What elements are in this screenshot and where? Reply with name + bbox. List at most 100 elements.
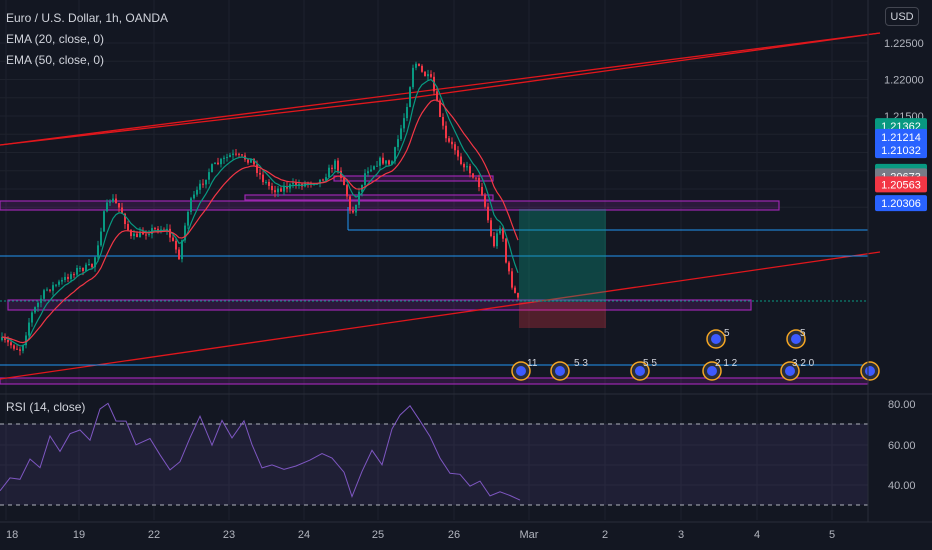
- candle-body: [382, 157, 384, 164]
- flag-icon: [516, 366, 526, 376]
- zone-rect-3[interactable]: [333, 175, 494, 182]
- price-tag-label: 1.21032: [881, 145, 921, 157]
- candle-body: [337, 160, 339, 171]
- candle-body: [355, 204, 357, 213]
- zone-rect-4[interactable]: [244, 194, 494, 201]
- candle-body: [76, 268, 78, 275]
- candle-body: [79, 267, 81, 269]
- time-tick-label: Mar: [520, 529, 539, 541]
- flag-icon: [865, 366, 875, 376]
- candle-body: [217, 162, 219, 165]
- candle-body: [427, 74, 429, 77]
- drawing-zones[interactable]: [0, 175, 869, 385]
- candle-body: [25, 335, 27, 346]
- price-tag-label: 1.21214: [881, 132, 921, 144]
- rsi-band: [0, 424, 868, 505]
- candle-body: [100, 231, 102, 246]
- candle-body: [451, 141, 453, 145]
- ema20-line: [1, 78, 519, 347]
- flag-icon: [635, 366, 645, 376]
- candle-body: [373, 166, 375, 170]
- candle-body: [274, 190, 276, 193]
- candle-body: [250, 158, 252, 163]
- candle-body: [46, 289, 48, 291]
- candle-body: [433, 76, 435, 92]
- candle-body: [142, 231, 144, 235]
- candle-body: [394, 147, 396, 162]
- candle-body: [505, 238, 507, 263]
- candle-body: [385, 160, 387, 164]
- candle-body: [118, 203, 120, 208]
- candle-body: [172, 237, 174, 241]
- candle-body: [43, 290, 45, 299]
- candle-body: [190, 198, 192, 212]
- candle-body: [400, 128, 402, 140]
- candle-body: [184, 225, 186, 241]
- price-tick-label: 1.22500: [884, 38, 924, 50]
- time-tick-label: 18: [6, 529, 18, 541]
- candle-body: [412, 67, 414, 88]
- candle-body: [454, 144, 456, 151]
- candle-body: [121, 207, 123, 214]
- candle-body: [220, 158, 222, 165]
- candle-body: [130, 230, 132, 237]
- zone-rect-2[interactable]: [0, 377, 869, 385]
- ema50-legend[interactable]: EMA (50, close, 0): [6, 53, 105, 67]
- rsi-legend[interactable]: RSI (14, close): [6, 400, 86, 414]
- candle-body: [277, 188, 279, 193]
- rsi-pane: 80.00 60.00 40.00: [0, 393, 932, 506]
- time-tick-label: 5: [829, 529, 835, 541]
- candle-body: [106, 202, 108, 212]
- time-tick-label: 26: [448, 529, 460, 541]
- candle-body: [214, 162, 216, 165]
- candle-body: [415, 63, 417, 68]
- candle-body: [181, 240, 183, 260]
- candle-body: [52, 285, 54, 291]
- zone-rect-0[interactable]: [0, 200, 780, 211]
- candle-body: [376, 165, 378, 167]
- candle-body: [430, 74, 432, 77]
- candle-body: [460, 156, 462, 165]
- event-icons[interactable]: 11 5 3 5 5 2 1 2 5 3 2 0 5: [511, 328, 880, 381]
- candle-body: [109, 201, 111, 203]
- flag-icon: [785, 366, 795, 376]
- candle-body: [514, 287, 516, 293]
- candle-body: [154, 228, 156, 230]
- candle-body: [187, 211, 189, 226]
- candle-body: [409, 87, 411, 107]
- event-count-label: 3 2 0: [792, 358, 815, 369]
- zone-rect-1[interactable]: [7, 299, 752, 311]
- candle-body: [358, 191, 360, 205]
- candle-body: [265, 181, 267, 183]
- currency-button[interactable]: USD: [885, 7, 919, 26]
- candle-body: [223, 157, 225, 159]
- candle-body: [232, 153, 234, 155]
- candle-body: [211, 164, 213, 173]
- long-position-tool[interactable]: [519, 209, 606, 328]
- candle-body: [325, 177, 327, 181]
- candle-body: [124, 213, 126, 225]
- lower-trendline[interactable]: [0, 251, 881, 380]
- price-tag-badge: [875, 195, 927, 212]
- take-profit-zone[interactable]: [519, 209, 606, 302]
- ema20-legend[interactable]: EMA (20, close, 0): [6, 32, 105, 46]
- price-tag-badge: [875, 128, 927, 145]
- candle-body: [466, 166, 468, 168]
- candle-body: [175, 240, 177, 250]
- candle-body: [58, 281, 60, 285]
- candle-body: [112, 198, 114, 202]
- rsi-axis-label: 60.00: [888, 440, 916, 452]
- candle-body: [205, 179, 207, 185]
- candle-body: [268, 181, 270, 186]
- candle-body: [436, 91, 438, 101]
- candle-body: [370, 169, 372, 172]
- stop-loss-zone[interactable]: [519, 302, 606, 328]
- symbol-legend[interactable]: Euro / U.S. Dollar, 1h, OANDA: [6, 11, 169, 25]
- candle-body: [238, 153, 240, 155]
- candle-body: [439, 100, 441, 117]
- upper-trendline[interactable]: [0, 32, 881, 146]
- candle-body: [484, 195, 486, 207]
- candle-body: [40, 298, 42, 303]
- candle-body: [7, 339, 9, 343]
